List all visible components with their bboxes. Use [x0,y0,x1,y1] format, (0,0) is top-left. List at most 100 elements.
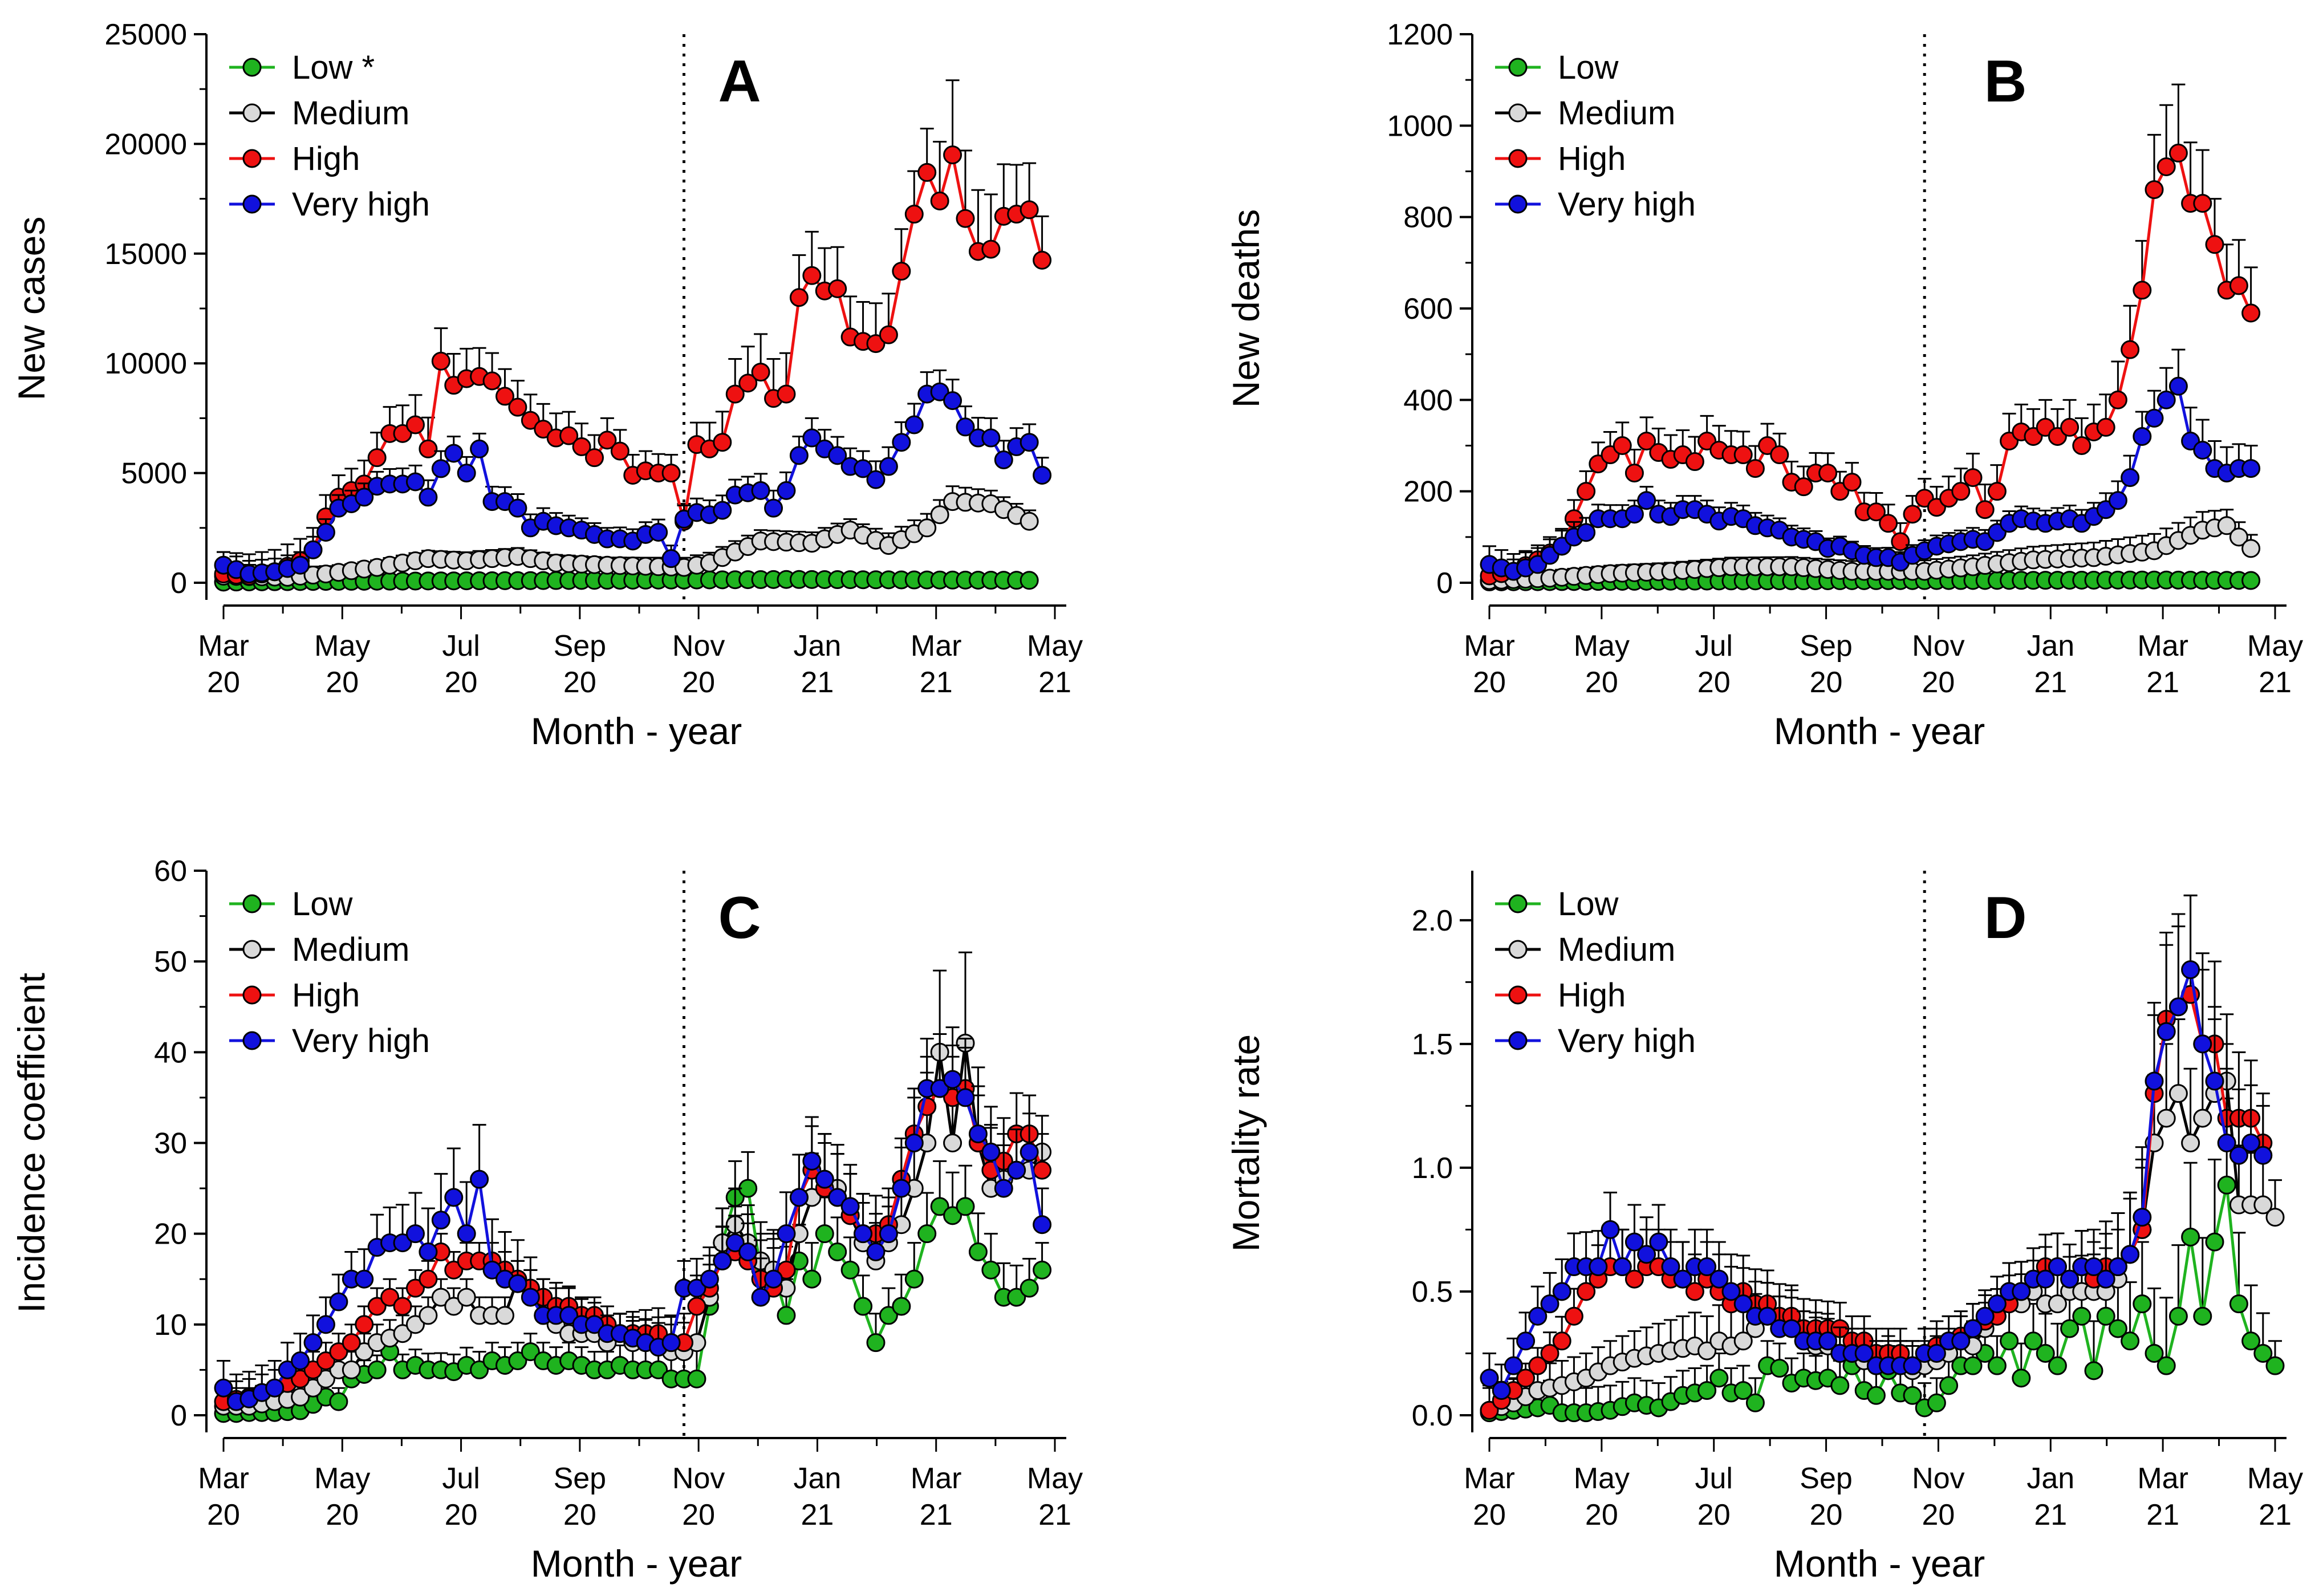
panel-d-series-low-point [1866,1386,1886,1405]
panel-a-series-very-high-point [930,382,949,401]
panel-d-legend-label-low: Low [1558,886,1619,923]
panel-a-x-tick-label-month: Jul [442,630,480,663]
panel-c-y-tick-label: 30 [154,1127,187,1160]
panel-c-series-very-high-point [457,1224,476,1244]
panel-c-series-very-high-point [854,1224,873,1244]
panel-d-series-very-high-point [1516,1331,1536,1351]
panel-d-series-low-point [2060,1319,2080,1338]
panel-c-series-very-high-point [815,1169,834,1189]
panel-c-legend-label-medium: Medium [292,931,409,968]
panel-a-series-very-high-point [764,498,783,518]
panel-d-series-medium-point [2168,1084,2188,1103]
panel-d-y-axis-title: Mortality rate [1225,1034,1267,1252]
panel-d-series-medium-point [1733,1331,1753,1351]
panel-d-legend-marker-medium [1508,940,1528,959]
panel-d-series-very-high-point [2205,1071,2224,1091]
panel-b-series-high-point [2229,276,2248,295]
panel-c-series-very-high-point [521,1288,540,1307]
panel-c-series-low-point [815,1224,834,1244]
panel-c-series-medium-point [495,1306,514,1325]
panel-a-x-tick-label-year: 20 [563,666,596,699]
panel-d-legend-label-high: High [1558,977,1626,1014]
panel-d-series-low-point [2048,1356,2067,1375]
panel-a-series-very-high-point [649,522,668,542]
panel-c-series-medium-point [393,1324,412,1343]
panel-d-series-low-point [1903,1386,1922,1405]
panel-b-y-tick-label: 400 [1403,384,1453,417]
panel-a-x-tick-label-year: 20 [445,666,478,699]
panel-a-series-very-high-point [854,459,873,478]
panel-c-series-low-point [840,1260,860,1280]
panel-c-series-very-high-point [265,1378,285,1398]
panel-d-legend-label-very-high: Very high [1558,1022,1696,1059]
panel-a-series-high-point [802,266,822,285]
panel-a-series-very-high-point [994,450,1013,470]
panel-b-series-high-point [1733,445,1753,465]
panel-c-series-very-high-point [405,1224,425,1244]
panel-c-series-very-high-point [355,1269,374,1289]
panel-d-legend-marker-very-high [1508,1031,1528,1050]
panel-a-series-very-high-point [981,428,1001,448]
panel-c-series-high-point [1033,1160,1052,1180]
panel-a-series-high-point [661,464,681,483]
panel-d-series-low-point [2253,1343,2273,1363]
panel-b-series-high-point [1745,459,1765,478]
panel-d-series-very-high-point [1625,1232,1644,1252]
panel-b-series-high-point [2168,143,2188,163]
panel-d-x-tick-label-month: Sep [1800,1462,1853,1495]
panel-d-y-tick-label: 0.5 [1412,1276,1453,1309]
panel-a-y-axis-title: New cases [10,217,52,401]
panel-d-series-high-point [1625,1269,1644,1289]
panel-b-x-tick-label-month: Mar [1464,630,1515,663]
panel-c-y-axis-title: Incidence coefficient [10,973,52,1313]
panel-a-series-high-point [751,363,770,382]
panel-b-series-high-point [2193,194,2212,213]
panel-c-series-very-high-point [329,1292,348,1311]
panel-c-series-very-high-point [828,1188,847,1207]
panel-b-legend-marker-very-high [1508,194,1528,214]
panel-c-y-tick-label: 10 [154,1309,187,1342]
panel-d-series-low-point [2181,1227,2200,1246]
panel-b-series-very-high-point [2108,491,2127,510]
panel-d-series-very-high-point [2217,1134,2236,1152]
panel-a-series-medium-point [930,505,949,525]
panel-b-x-tick-label-month: Nov [1912,630,1964,663]
panel-c-series-high-point [367,1297,387,1316]
panel-b-x-tick-label-year: 20 [1473,666,1506,699]
panel-b-y-tick-label: 0 [1436,567,1453,600]
panel-a-series-high-point [431,351,450,371]
panel-d-series-low-point [2241,1331,2261,1351]
panel-c-x-tick-label-month: Jan [794,1462,842,1495]
panel-a-series-very-high-point [943,391,962,411]
panel-d-series-low-point [2265,1356,2285,1375]
panel-b-series-very-high-point [2145,408,2164,428]
panel-a-x-tick-label-month: Mar [911,630,962,663]
panel-d-series-low-point [2024,1331,2043,1351]
panel-b-series-high-point [1987,482,2007,501]
panel-d-series-very-high-point [2096,1269,2115,1289]
panel-d-letter: D [1984,885,2026,951]
panel-d-series-very-high-point [1782,1319,1801,1338]
panel-d-series-very-high-point [2060,1269,2080,1289]
panel-c-series-very-high-point [700,1269,719,1289]
panel-a-series-high-point [956,209,975,228]
panel-c-series-very-high-point [943,1070,962,1089]
panel-d-series-very-high-point [1661,1257,1680,1277]
panel-a-x-tick-label-year: 20 [326,666,359,699]
panel-c-series-very-high-point [840,1197,860,1216]
panel-a-series-high-point [419,439,438,458]
panel-c-y-tick-label: 0 [170,1399,187,1432]
panel-c-x-axis-title: Month - year [531,1542,742,1585]
panel-a-series-high-point [866,334,886,354]
panel-c-series-very-high-point [789,1188,809,1207]
panel-a-series-high-point [917,163,937,182]
panel-c-series-high-point [419,1269,438,1289]
panel-b-legend-label-medium: Medium [1558,95,1675,132]
panel-b-x-tick-label-year: 21 [2259,666,2292,699]
panel-c-series-medium-point [405,1315,425,1334]
panel-c-series-very-high-point [316,1315,335,1334]
panel-d-series-very-high-point [1492,1381,1511,1400]
panel-c-x-tick-label-month: Jul [442,1462,480,1495]
panel-c-series-very-high-point [956,1088,975,1107]
panel-d-legend-marker-high [1508,985,1528,1005]
